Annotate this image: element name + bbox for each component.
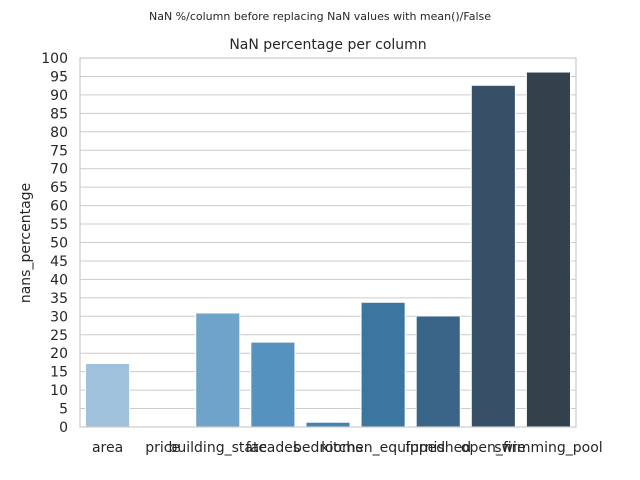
figure-suptitle: NaN %/column before replacing NaN values… (149, 10, 491, 23)
y-tick-label: 15 (50, 365, 68, 381)
y-tick-label: 35 (50, 291, 68, 307)
bar-building-state (195, 312, 241, 428)
x-tick-label: open_fire (461, 440, 526, 456)
bar-swimming-pool (525, 71, 571, 428)
y-tick-label: 20 (50, 346, 68, 362)
bar-furnished (415, 315, 461, 428)
y-tick-label: 75 (50, 143, 68, 159)
bar-open-fire (470, 84, 516, 428)
bars (85, 71, 571, 428)
y-tick-label: 65 (50, 180, 68, 196)
y-tick-label: 25 (50, 328, 68, 344)
y-tick-labels: 0 5 10 15 20 25 30 35 40 45 50 55 60 65 70 75 80 85 90 95 10… (41, 51, 68, 436)
plot-area: 0 5 10 15 20 25 30 35 40 45 50 55 60 65 70 75 80 85 90 95 10… (41, 51, 602, 456)
y-tick-label: 85 (50, 106, 68, 122)
y-tick-label: 95 (50, 69, 68, 85)
y-tick-label: 45 (50, 254, 68, 270)
x-tick-label: building_state (169, 440, 268, 456)
y-tick-label: 0 (59, 420, 68, 436)
chart-title: NaN percentage per column (229, 37, 426, 53)
plot-frame (79, 57, 577, 428)
y-axis-label: nans_percentage (18, 183, 34, 303)
x-tick-label: price (145, 440, 180, 456)
bar-bedrooms (305, 421, 351, 428)
y-tick-label: 40 (50, 272, 68, 288)
y-tick-label: 90 (50, 88, 68, 104)
y-tick-label: 30 (50, 309, 68, 325)
x-tick-label: furnished (405, 440, 471, 456)
x-tick-label: kitchen_equipped (321, 440, 445, 456)
x-tick-labels: area pricebuilding_statefacadesbedroomski… (92, 440, 603, 456)
y-tick-label: 70 (50, 162, 68, 178)
bar-kitchen-equipped (360, 301, 406, 428)
y-tick-label: 55 (50, 217, 68, 233)
x-tick-label: bedrooms (293, 440, 363, 456)
y-tick-label: 10 (50, 383, 68, 399)
y-tick-label: 50 (50, 236, 68, 252)
bar-area (85, 363, 131, 428)
x-tick-label: area (92, 440, 123, 456)
y-tick-label: 100 (41, 51, 68, 67)
y-tick-label: 60 (50, 199, 68, 215)
x-tick-label: facades (246, 440, 301, 456)
y-tick-label: 80 (50, 125, 68, 141)
y-tick-label: 5 (59, 402, 68, 418)
x-tick-label: swimming_pool (494, 440, 602, 456)
bar-facades (250, 341, 296, 428)
